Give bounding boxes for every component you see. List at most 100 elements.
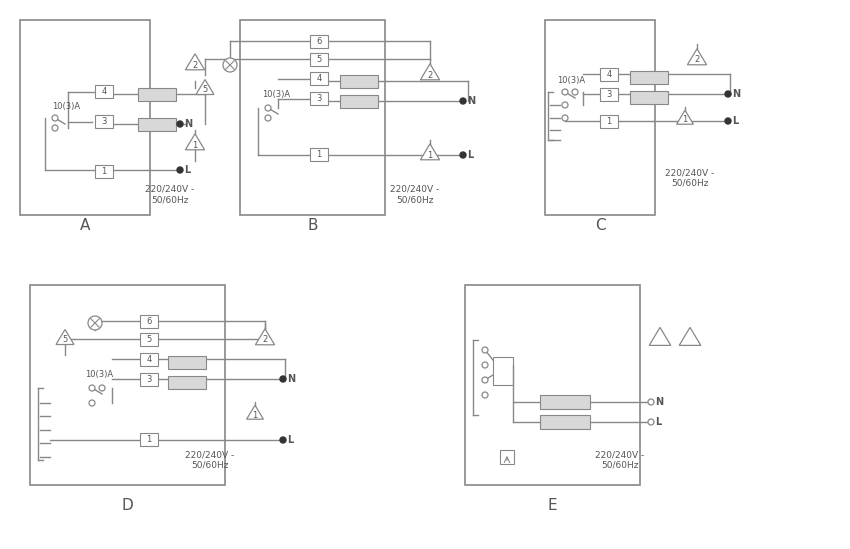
Circle shape (562, 102, 568, 108)
Polygon shape (255, 329, 275, 345)
Circle shape (725, 118, 731, 124)
Text: 3: 3 (606, 90, 612, 99)
Circle shape (572, 89, 578, 95)
Text: 4: 4 (101, 87, 106, 96)
Text: L: L (184, 165, 190, 175)
Circle shape (280, 376, 286, 382)
Text: 220/240V -
50/60Hz: 220/240V - 50/60Hz (145, 185, 195, 204)
Bar (20, 20, 150, 215)
Text: 220/240V -
50/60Hz: 220/240V - 50/60Hz (595, 450, 644, 469)
Text: N: N (287, 374, 295, 384)
Circle shape (460, 152, 466, 158)
Text: 1: 1 (683, 115, 688, 125)
Text: 5: 5 (146, 335, 151, 344)
Circle shape (482, 377, 488, 383)
Text: 2: 2 (694, 55, 700, 64)
Bar (600, 88, 618, 101)
Text: N: N (655, 397, 663, 407)
Polygon shape (196, 80, 214, 94)
Bar (310, 72, 328, 85)
Text: 3: 3 (316, 94, 321, 103)
Bar (310, 148, 328, 161)
Circle shape (482, 392, 488, 398)
Text: C: C (595, 217, 605, 232)
Polygon shape (649, 327, 671, 345)
Text: 1: 1 (428, 150, 433, 160)
Text: 220/240V -
50/60Hz: 220/240V - 50/60Hz (390, 185, 439, 204)
Circle shape (177, 167, 183, 173)
Bar (310, 35, 328, 48)
Bar (140, 315, 158, 328)
Circle shape (265, 115, 271, 121)
Text: 1: 1 (606, 117, 612, 126)
Circle shape (482, 362, 488, 368)
Bar (310, 53, 328, 66)
Text: 1: 1 (146, 435, 151, 444)
Bar (140, 333, 158, 346)
Text: 3: 3 (101, 117, 107, 126)
Text: 2: 2 (192, 60, 197, 70)
Circle shape (52, 125, 58, 131)
Text: 10(3)A: 10(3)A (557, 76, 585, 85)
Text: 1: 1 (316, 150, 321, 159)
Text: 6: 6 (316, 37, 321, 46)
Bar (95, 85, 113, 98)
Text: 10(3)A: 10(3)A (85, 371, 113, 379)
Circle shape (280, 437, 286, 443)
Text: L: L (732, 116, 739, 126)
Bar (493, 357, 513, 385)
Text: 220/240V -
50/60Hz: 220/240V - 50/60Hz (666, 168, 715, 187)
Text: 1: 1 (252, 411, 258, 419)
Bar (140, 353, 158, 366)
Circle shape (725, 91, 731, 97)
Bar (140, 433, 158, 446)
Bar (95, 115, 113, 128)
Text: N: N (184, 119, 192, 129)
Circle shape (89, 400, 95, 406)
Polygon shape (185, 134, 205, 150)
Text: 4: 4 (146, 355, 151, 364)
Text: L: L (467, 150, 473, 160)
Text: 2: 2 (428, 70, 433, 80)
Text: 10(3)A: 10(3)A (262, 91, 290, 99)
Bar (140, 373, 158, 386)
Text: L: L (287, 435, 293, 445)
Bar (630, 71, 668, 84)
Text: 5: 5 (62, 335, 68, 345)
Circle shape (88, 316, 102, 330)
Circle shape (89, 385, 95, 391)
Text: L: L (655, 417, 661, 427)
Circle shape (562, 89, 568, 95)
Text: 5: 5 (316, 55, 321, 64)
Text: 4: 4 (606, 70, 612, 79)
Bar (540, 395, 590, 409)
Polygon shape (185, 54, 205, 70)
Text: 6: 6 (146, 317, 151, 326)
Bar (340, 95, 378, 108)
Polygon shape (421, 144, 439, 160)
Text: A: A (80, 217, 90, 232)
Bar (168, 376, 206, 389)
Polygon shape (677, 110, 694, 124)
Circle shape (648, 399, 654, 405)
Polygon shape (421, 64, 439, 80)
Text: 3: 3 (146, 375, 151, 384)
Bar (95, 165, 113, 178)
Bar (310, 92, 328, 105)
Text: 220/240V -
50/60Hz: 220/240V - 50/60Hz (185, 450, 235, 469)
Bar (138, 118, 176, 131)
Bar (600, 115, 618, 128)
Polygon shape (688, 49, 706, 65)
Bar (630, 91, 668, 104)
Bar (545, 20, 655, 215)
Bar (600, 68, 618, 81)
Text: N: N (467, 96, 475, 106)
Polygon shape (679, 327, 700, 345)
Bar (500, 450, 514, 464)
Text: E: E (547, 497, 558, 513)
Circle shape (52, 115, 58, 121)
Polygon shape (56, 329, 74, 345)
Bar (540, 415, 590, 429)
Bar (465, 285, 640, 485)
Bar (168, 356, 206, 369)
